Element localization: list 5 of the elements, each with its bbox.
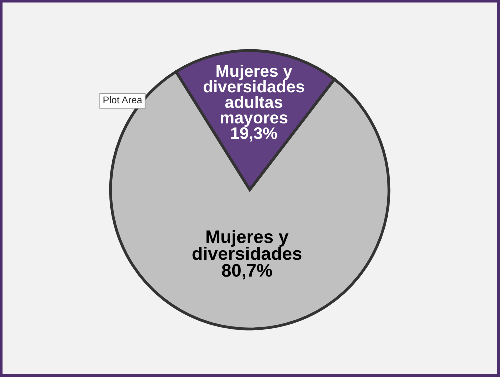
slice-label: Mujeres y diversidades adultas mayores [204, 64, 304, 128]
data-label: 19,3% [232, 128, 278, 142]
data-label: 80,7% [222, 264, 272, 280]
slice-label: Mujeres y diversidades [192, 230, 302, 260]
text: Plot Area [104, 96, 142, 104]
